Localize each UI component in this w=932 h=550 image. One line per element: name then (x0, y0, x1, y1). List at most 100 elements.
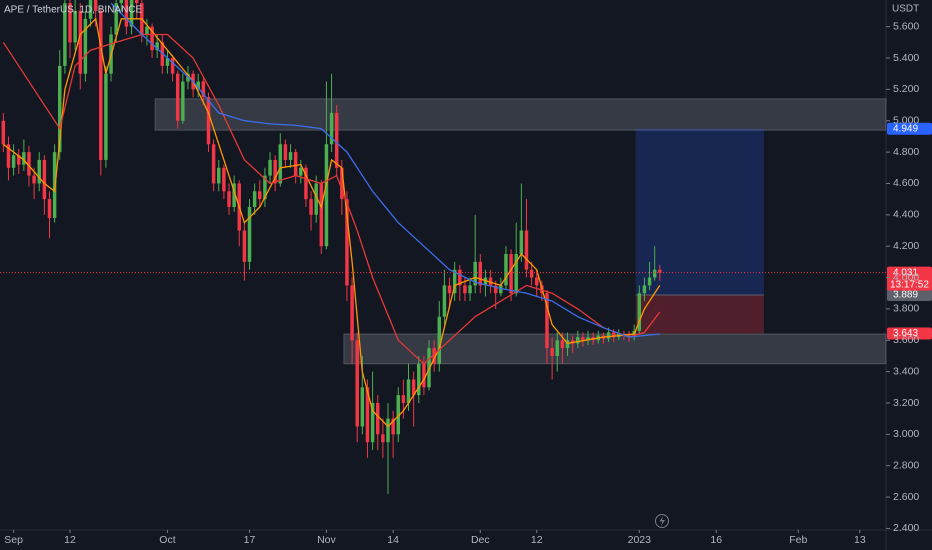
price-tag-label: 4.949 (893, 123, 918, 134)
candle-body (519, 230, 524, 255)
candle-body (581, 337, 585, 341)
candle-body (88, 0, 93, 19)
price-tag-label: 3.643 (893, 328, 918, 339)
x-tick-label: Sep (4, 534, 23, 546)
candle-body (637, 293, 642, 331)
zone (154, 98, 887, 131)
candle-body (252, 191, 257, 207)
candle-body (201, 81, 206, 98)
candle-body (93, 0, 98, 11)
candle-body (27, 152, 31, 176)
candle-body (304, 167, 308, 200)
candle-body (468, 285, 472, 294)
candle-body (247, 206, 252, 262)
candle-body (278, 144, 283, 184)
candle-body (606, 332, 611, 339)
candle-body (1, 120, 6, 145)
candle-body (329, 112, 334, 145)
price-tag (887, 122, 932, 135)
candle-body (293, 152, 298, 176)
candle-body (6, 144, 11, 168)
candle-body (206, 97, 211, 145)
candle-body (58, 65, 62, 153)
y-tick-label: 3.400 (893, 365, 919, 377)
candle-body (16, 155, 21, 165)
candle-body (463, 285, 467, 294)
candle-body (350, 285, 354, 341)
candle-body (314, 183, 318, 215)
stop-area (635, 294, 764, 334)
candle-body (550, 348, 554, 356)
candle-body (283, 144, 288, 160)
x-tick-label: Nov (317, 534, 336, 546)
replay-icon[interactable] (655, 514, 669, 528)
candle-body (211, 144, 216, 184)
candle-body (458, 269, 462, 286)
y-tick-label: 4.400 (893, 209, 919, 221)
price-tag-label: 4.031 (893, 267, 918, 278)
y-tick-label: 2.600 (893, 491, 919, 503)
y-tick-label: 5.600 (893, 20, 919, 32)
candle-body (560, 340, 565, 349)
candle-body (478, 261, 483, 286)
candle-body (222, 167, 226, 192)
candle-body (355, 340, 359, 427)
candle-body (452, 269, 457, 294)
candle-body (309, 199, 313, 215)
candle-body (401, 395, 406, 403)
y-tick-label: 4.600 (893, 177, 919, 189)
candle-body (652, 269, 657, 278)
candle-body (381, 434, 385, 443)
x-tick-label: Oct (159, 534, 175, 546)
candle-body (473, 261, 477, 286)
candle-body (611, 332, 616, 338)
candle-body (134, 0, 139, 4)
candle-body (232, 183, 236, 207)
candle-body (268, 159, 272, 176)
zone (343, 333, 887, 365)
candle-body (545, 293, 549, 349)
x-tick-label: 17 (244, 534, 256, 546)
candle-body (529, 269, 534, 278)
candle-body (447, 285, 452, 294)
candle-body (99, 10, 103, 160)
candle-body (22, 152, 26, 165)
y-tick-label: 2.400 (893, 522, 919, 534)
candle-body (319, 183, 324, 247)
candle-body (488, 277, 493, 286)
price-tag (887, 266, 932, 291)
candle-body (570, 340, 575, 344)
candle-body (129, 0, 134, 27)
candle-body (42, 159, 47, 200)
candle-body (365, 387, 370, 443)
candle-body (299, 167, 303, 176)
candle-body (386, 418, 390, 443)
candle-body (114, 3, 118, 35)
price-tag (887, 288, 932, 301)
candle-body (493, 285, 498, 294)
currency-label: USDT (892, 4, 919, 15)
candle-body (124, 0, 129, 27)
candle-body (334, 112, 339, 168)
candle-body (37, 159, 41, 184)
candle-body (483, 277, 488, 286)
y-tick-label: 4.200 (893, 240, 919, 252)
candle-body (565, 340, 570, 349)
ma-line (110, 2, 660, 338)
x-tick-label: 13 (854, 534, 866, 546)
candle-body (411, 379, 416, 396)
candle-body (175, 73, 180, 121)
candle-body (345, 199, 349, 286)
y-tick-label: 3.600 (893, 334, 919, 346)
candle-body (68, 3, 72, 43)
candle-body (273, 159, 277, 184)
y-tick-label: 3.800 (893, 303, 919, 315)
price-tag (887, 327, 932, 340)
candle-body (47, 199, 52, 218)
candle-body (119, 0, 124, 4)
candle-body (288, 152, 293, 160)
candle-body (422, 363, 426, 388)
